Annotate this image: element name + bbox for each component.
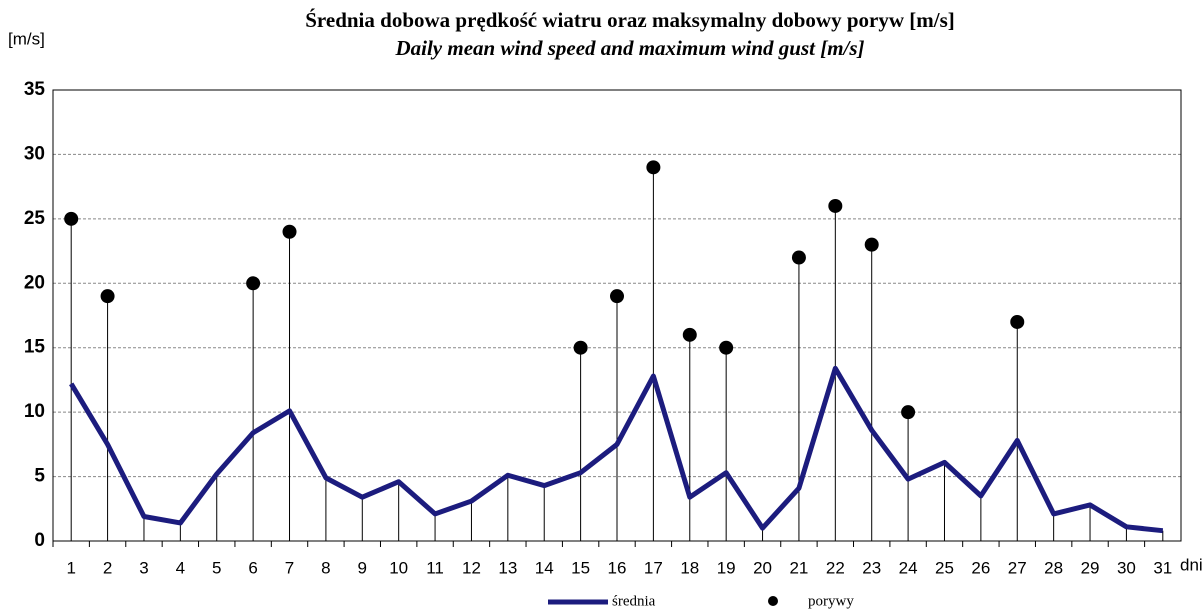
gust-dot: [100, 289, 115, 304]
y-tick-label: 15: [24, 337, 46, 358]
x-tick-label: 26: [971, 558, 990, 577]
gust-dot: [246, 276, 261, 291]
x-tick-label: 22: [826, 558, 845, 577]
y-tick-label: 20: [24, 272, 45, 293]
x-tick-label: 29: [1081, 558, 1100, 577]
x-tick-label: 25: [935, 558, 954, 577]
gust-dot: [1010, 314, 1025, 329]
x-tick-label: 13: [498, 558, 517, 577]
y-tick-label: 25: [24, 208, 46, 229]
x-tick-label: 27: [1008, 558, 1027, 577]
x-tick-label: 21: [789, 558, 808, 577]
y-tick-label: 30: [24, 143, 45, 164]
y-tick-label: 35: [24, 79, 46, 100]
legend-label: średnia: [612, 593, 656, 609]
y-tick-label: 5: [34, 466, 45, 487]
gust-dot: [610, 289, 624, 304]
x-tick-label: 28: [1044, 558, 1063, 577]
mean-line: [69, 365, 1164, 534]
x-tick-label: 8: [321, 558, 330, 577]
x-tick-label: 10: [389, 558, 408, 577]
gust-dot: [282, 224, 297, 239]
gust-dot: [573, 340, 588, 355]
x-tick-label: 15: [571, 558, 590, 577]
gust-dot: [864, 237, 879, 252]
x-tick-label: 14: [535, 558, 554, 577]
x-tick-label: 16: [608, 558, 627, 577]
x-tick-label: 19: [717, 558, 736, 577]
x-tick-label: 5: [212, 558, 221, 577]
x-tick-label: 7: [285, 558, 294, 577]
gust-dot: [646, 160, 661, 175]
x-tick-label: 6: [248, 558, 257, 577]
y-tick-label: 0: [34, 530, 45, 551]
x-tick-label: 4: [176, 558, 185, 577]
gust-dot: [719, 340, 734, 355]
chart-title: Średnia dobowa prędkość wiatru oraz maks…: [305, 8, 955, 32]
legend-swatch: [768, 596, 778, 606]
x-tick-label: 23: [862, 558, 881, 577]
gust-dot: [828, 198, 843, 213]
x-tick-label: 11: [426, 558, 444, 577]
x-tick-label: 9: [358, 558, 367, 577]
y-axis-label: [m/s]: [8, 29, 45, 48]
legend-label: porywy: [808, 593, 854, 609]
y-tick-label: 10: [24, 401, 45, 422]
x-tick-label: 2: [103, 558, 112, 577]
x-tick-label: 20: [753, 558, 772, 577]
x-tick-label: 17: [644, 558, 663, 577]
x-tick-label: 18: [680, 558, 699, 577]
x-tick-label: 24: [899, 558, 918, 577]
gust-dot: [64, 211, 79, 226]
x-axis-label: dni: [1180, 555, 1202, 574]
gust-dot: [791, 250, 806, 265]
chart-subtitle: Daily mean wind speed and maximum wind g…: [394, 36, 864, 60]
x-tick-label: 3: [139, 558, 148, 577]
x-tick-label: 1: [66, 558, 75, 577]
x-tick-label: 30: [1117, 558, 1136, 577]
gust-dot: [682, 327, 697, 342]
x-tick-label: 31: [1153, 558, 1172, 577]
gust-dot: [901, 405, 916, 420]
x-tick-label: 12: [462, 558, 481, 577]
